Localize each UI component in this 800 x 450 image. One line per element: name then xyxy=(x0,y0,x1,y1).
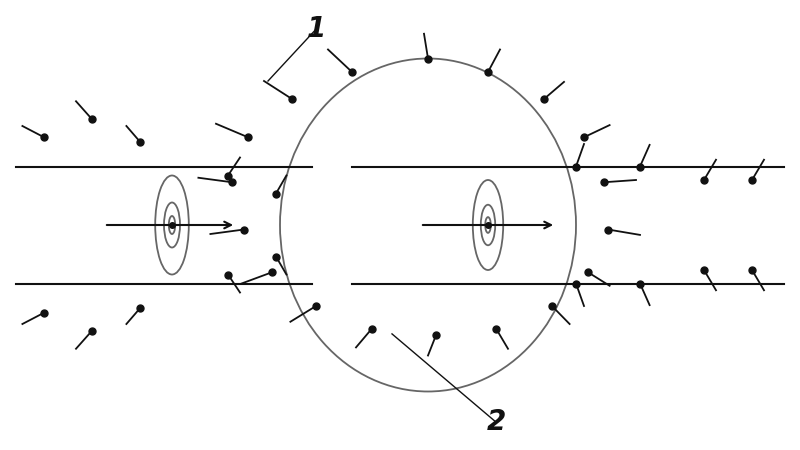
Text: 2: 2 xyxy=(486,408,506,436)
Text: 1: 1 xyxy=(306,15,326,43)
